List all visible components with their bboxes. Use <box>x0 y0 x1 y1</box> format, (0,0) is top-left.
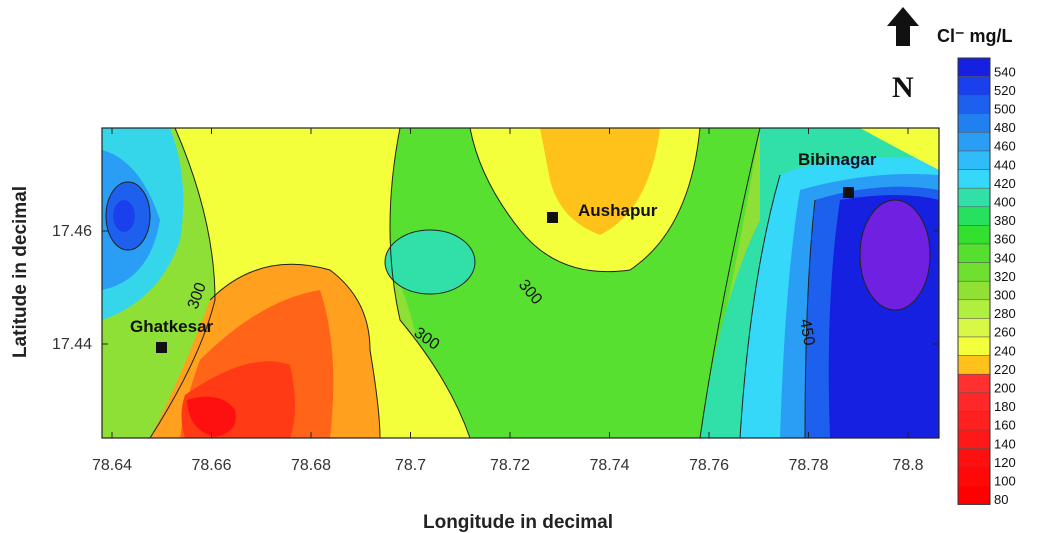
legend-swatch <box>957 206 991 226</box>
legend-level-label: 240 <box>994 343 1016 358</box>
contour-field <box>102 128 939 438</box>
y-axis-ticks: 17.46 17.44 <box>52 223 939 353</box>
legend-level-label: 400 <box>994 195 1016 210</box>
x-tick-label: 78.76 <box>689 457 729 474</box>
legend-swatch <box>957 318 991 338</box>
legend-level-label: 120 <box>994 455 1016 470</box>
place-label-aushapur: Aushapur <box>578 201 658 220</box>
legend-swatch <box>957 57 991 77</box>
legend: 540 520 500 480 460 440 420 400 380 360 340 320 300 2… <box>957 57 1016 507</box>
y-axis-title: Latitude in decimal <box>10 186 31 358</box>
ghatkesar-marker <box>156 342 167 353</box>
legend-level-label: 440 <box>994 157 1016 172</box>
legend-level-label: 540 <box>994 64 1016 79</box>
legend-swatch <box>957 280 991 301</box>
legend-swatch <box>957 466 991 487</box>
legend-level-label: 160 <box>994 418 1016 433</box>
legend-swatch <box>957 411 991 431</box>
x-axis-ticks: 78.64 78.66 78.68 78.7 78.72 78.74 78.76 78.78 7… <box>92 128 924 474</box>
y-tick-label: 17.44 <box>52 336 92 353</box>
x-tick-label: 78.68 <box>291 457 331 474</box>
legend-frame <box>957 57 991 505</box>
legend-level-label: 260 <box>994 325 1016 340</box>
legend-swatch <box>957 336 991 356</box>
contour-label-east: 450 <box>796 318 817 347</box>
legend-swatch <box>957 262 991 282</box>
x-tick-label: 78.66 <box>191 457 231 474</box>
legend-level-label: 100 <box>994 474 1016 489</box>
legend-level-label: 360 <box>994 232 1016 247</box>
place-label-bibinagar: Bibinagar <box>798 150 877 169</box>
legend-level-label: 500 <box>994 102 1016 117</box>
legend-level-label: 460 <box>994 139 1016 154</box>
x-tick-label: 78.64 <box>92 457 132 474</box>
legend-swatch <box>957 150 991 170</box>
plot-frame <box>101 127 940 439</box>
legend-title: Cl⁻ mg/L <box>937 26 1013 46</box>
legend-swatch <box>957 225 991 245</box>
legend-swatch <box>957 429 991 449</box>
legend-swatch <box>957 355 991 375</box>
legend-swatch <box>957 169 991 189</box>
x-tick-label: 78.78 <box>788 457 828 474</box>
bibinagar-marker <box>843 187 854 198</box>
legend-level-label: 200 <box>994 381 1016 396</box>
legend-level-label: 140 <box>994 436 1016 451</box>
legend-swatch <box>957 392 991 412</box>
x-tick-label: 78.74 <box>589 457 629 474</box>
legend-level-label: 520 <box>994 83 1016 98</box>
legend-level-label: 80 <box>994 492 1008 507</box>
legend-level-label: 280 <box>994 306 1016 321</box>
legend-swatch <box>957 373 991 394</box>
north-letter: N <box>892 71 914 104</box>
place-label-ghatkesar: Ghatkesar <box>130 317 214 336</box>
legend-level-label: 380 <box>994 213 1016 228</box>
legend-swatch <box>957 187 991 208</box>
y-tick-label: 17.46 <box>52 223 92 240</box>
legend-level-label: 320 <box>994 269 1016 284</box>
legend-level-label: 180 <box>994 399 1016 414</box>
legend-swatch <box>957 132 991 152</box>
x-tick-label: 78.8 <box>892 457 923 474</box>
legend-level-label: 480 <box>994 120 1016 135</box>
legend-swatch <box>957 448 991 468</box>
legend-swatch <box>957 113 991 133</box>
legend-level-label: 340 <box>994 250 1016 265</box>
legend-level-label: 420 <box>994 176 1016 191</box>
aushapur-marker <box>547 212 558 223</box>
legend-swatch <box>957 299 991 319</box>
legend-swatch <box>957 76 991 96</box>
legend-swatch <box>957 94 991 115</box>
legend-swatch <box>957 485 991 505</box>
legend-level-label: 220 <box>994 362 1016 377</box>
x-tick-label: 78.72 <box>490 457 530 474</box>
x-tick-label: 78.7 <box>395 457 426 474</box>
x-axis-title: Longitude in decimal <box>423 512 613 533</box>
north-arrow-icon <box>887 7 919 46</box>
legend-level-label: 300 <box>994 288 1016 303</box>
legend-swatch <box>957 243 991 263</box>
